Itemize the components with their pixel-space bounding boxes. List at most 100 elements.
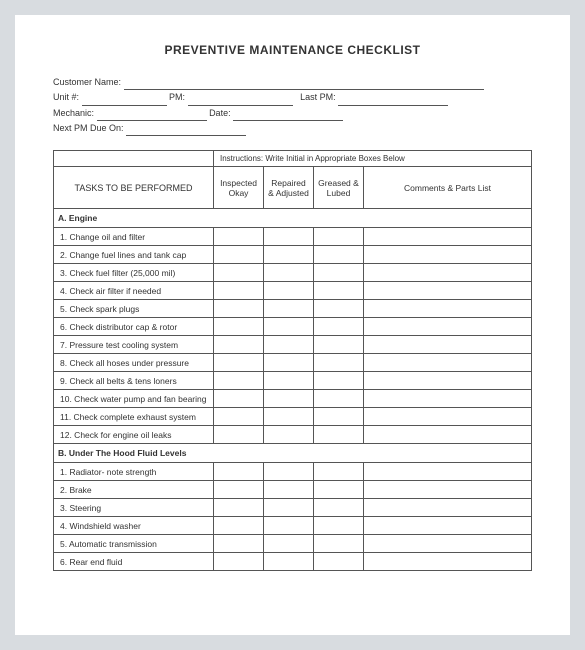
checkbox-cell[interactable]	[314, 408, 364, 426]
checkbox-cell[interactable]	[264, 463, 314, 481]
repaired-header: Repaired & Adjusted	[264, 167, 314, 209]
document-page: PREVENTIVE MAINTENANCE CHECKLIST Custome…	[15, 15, 570, 635]
checkbox-cell[interactable]	[214, 408, 264, 426]
checkbox-cell[interactable]	[214, 300, 264, 318]
checkbox-cell[interactable]	[314, 426, 364, 444]
checkbox-cell[interactable]	[314, 300, 364, 318]
checkbox-cell[interactable]	[364, 535, 532, 553]
checkbox-cell[interactable]	[264, 336, 314, 354]
checkbox-cell[interactable]	[314, 517, 364, 535]
checkbox-cell[interactable]	[264, 390, 314, 408]
checkbox-cell[interactable]	[364, 553, 532, 571]
checkbox-cell[interactable]	[364, 246, 532, 264]
checkbox-cell[interactable]	[214, 517, 264, 535]
checkbox-cell[interactable]	[264, 499, 314, 517]
checkbox-cell[interactable]	[214, 535, 264, 553]
section-title-cell: B. Under The Hood Fluid Levels	[54, 444, 532, 463]
checkbox-cell[interactable]	[314, 246, 364, 264]
field-row-4: Next PM Due On:	[53, 121, 532, 136]
table-row: 4. Windshield washer	[54, 517, 532, 535]
section-header-row: A. Engine	[54, 209, 532, 228]
checkbox-cell[interactable]	[314, 336, 364, 354]
checkbox-cell[interactable]	[364, 426, 532, 444]
greased-header: Greased & Lubed	[314, 167, 364, 209]
checkbox-cell[interactable]	[364, 336, 532, 354]
checkbox-cell[interactable]	[214, 264, 264, 282]
checkbox-cell[interactable]	[364, 264, 532, 282]
checkbox-cell[interactable]	[264, 246, 314, 264]
checkbox-cell[interactable]	[364, 228, 532, 246]
checkbox-cell[interactable]	[214, 318, 264, 336]
checkbox-cell[interactable]	[314, 318, 364, 336]
table-row: 5. Automatic transmission	[54, 535, 532, 553]
table-row: 6. Rear end fluid	[54, 553, 532, 571]
checkbox-cell[interactable]	[264, 282, 314, 300]
checkbox-cell[interactable]	[264, 300, 314, 318]
checkbox-cell[interactable]	[314, 228, 364, 246]
checkbox-cell[interactable]	[364, 390, 532, 408]
checkbox-cell[interactable]	[214, 390, 264, 408]
task-cell: 2. Brake	[54, 481, 214, 499]
checkbox-cell[interactable]	[264, 354, 314, 372]
checkbox-cell[interactable]	[214, 246, 264, 264]
checkbox-cell[interactable]	[364, 517, 532, 535]
checkbox-cell[interactable]	[314, 463, 364, 481]
next-pm-label: Next PM Due On:	[53, 123, 124, 133]
checkbox-cell[interactable]	[314, 481, 364, 499]
task-cell: 6. Rear end fluid	[54, 553, 214, 571]
customer-name-line	[124, 80, 484, 90]
checkbox-cell[interactable]	[264, 264, 314, 282]
checkbox-cell[interactable]	[264, 408, 314, 426]
checkbox-cell[interactable]	[264, 228, 314, 246]
checkbox-cell[interactable]	[364, 300, 532, 318]
table-row: 6. Check distributor cap & rotor	[54, 318, 532, 336]
checkbox-cell[interactable]	[364, 408, 532, 426]
table-row: 2. Brake	[54, 481, 532, 499]
checkbox-cell[interactable]	[214, 372, 264, 390]
task-cell: 1. Change oil and filter	[54, 228, 214, 246]
checkbox-cell[interactable]	[364, 318, 532, 336]
task-cell: 4. Windshield washer	[54, 517, 214, 535]
task-cell: 2. Change fuel lines and tank cap	[54, 246, 214, 264]
checkbox-cell[interactable]	[214, 354, 264, 372]
checkbox-cell[interactable]	[314, 499, 364, 517]
checkbox-cell[interactable]	[364, 481, 532, 499]
field-row-1: Customer Name:	[53, 75, 532, 90]
mechanic-line	[97, 111, 207, 121]
checkbox-cell[interactable]	[314, 264, 364, 282]
checkbox-cell[interactable]	[214, 282, 264, 300]
checkbox-cell[interactable]	[214, 553, 264, 571]
checkbox-cell[interactable]	[264, 553, 314, 571]
task-cell: 10. Check water pump and fan bearing	[54, 390, 214, 408]
checkbox-cell[interactable]	[314, 372, 364, 390]
checkbox-cell[interactable]	[314, 354, 364, 372]
checkbox-cell[interactable]	[364, 463, 532, 481]
task-cell: 1. Radiator- note strength	[54, 463, 214, 481]
checkbox-cell[interactable]	[314, 282, 364, 300]
checkbox-cell[interactable]	[214, 228, 264, 246]
checkbox-cell[interactable]	[214, 463, 264, 481]
checkbox-cell[interactable]	[214, 336, 264, 354]
task-cell: 9. Check all belts & tens loners	[54, 372, 214, 390]
checkbox-cell[interactable]	[264, 426, 314, 444]
checkbox-cell[interactable]	[214, 499, 264, 517]
checkbox-cell[interactable]	[314, 553, 364, 571]
checkbox-cell[interactable]	[264, 517, 314, 535]
checkbox-cell[interactable]	[264, 318, 314, 336]
checkbox-cell[interactable]	[314, 390, 364, 408]
checkbox-cell[interactable]	[214, 481, 264, 499]
checkbox-cell[interactable]	[264, 372, 314, 390]
task-cell: 5. Check spark plugs	[54, 300, 214, 318]
checkbox-cell[interactable]	[364, 282, 532, 300]
table-row: 3. Steering	[54, 499, 532, 517]
checkbox-cell[interactable]	[264, 535, 314, 553]
checkbox-cell[interactable]	[364, 499, 532, 517]
task-cell: 12. Check for engine oil leaks	[54, 426, 214, 444]
checkbox-cell[interactable]	[264, 481, 314, 499]
checkbox-cell[interactable]	[364, 354, 532, 372]
table-row: 2. Change fuel lines and tank cap	[54, 246, 532, 264]
date-label: Date:	[209, 108, 231, 118]
checkbox-cell[interactable]	[364, 372, 532, 390]
checkbox-cell[interactable]	[314, 535, 364, 553]
checkbox-cell[interactable]	[214, 426, 264, 444]
